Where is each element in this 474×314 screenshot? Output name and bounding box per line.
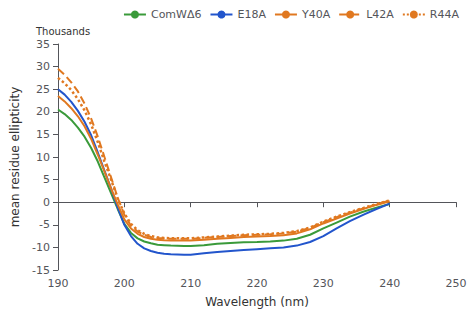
svg-text:250: 250 <box>446 277 467 290</box>
svg-text:35: 35 <box>36 38 50 51</box>
svg-text:-5: -5 <box>39 218 50 231</box>
svg-text:R44A: R44A <box>430 8 460 21</box>
svg-text:-15: -15 <box>32 264 50 277</box>
svg-text:0: 0 <box>43 196 50 209</box>
svg-text:E18A: E18A <box>237 8 266 21</box>
svg-text:210: 210 <box>180 277 201 290</box>
svg-text:10: 10 <box>36 151 50 164</box>
svg-text:L42A: L42A <box>366 8 394 21</box>
svg-text:-10: -10 <box>32 241 50 254</box>
svg-text:190: 190 <box>48 277 69 290</box>
svg-text:Y40A: Y40A <box>301 8 331 21</box>
svg-text:240: 240 <box>379 277 400 290</box>
svg-text:15: 15 <box>36 128 50 141</box>
svg-text:30: 30 <box>36 60 50 73</box>
svg-text:mean residue ellipticity: mean residue ellipticity <box>8 87 22 228</box>
svg-text:Thousands: Thousands <box>35 26 90 37</box>
svg-text:200: 200 <box>114 277 135 290</box>
svg-text:25: 25 <box>36 83 50 96</box>
svg-text:20: 20 <box>36 105 50 118</box>
svg-text:Wavelength (nm): Wavelength (nm) <box>205 295 309 309</box>
svg-text:ComWΔ6: ComWΔ6 <box>151 8 202 21</box>
svg-text:220: 220 <box>247 277 268 290</box>
svg-text:5: 5 <box>43 173 50 186</box>
svg-text:230: 230 <box>313 277 334 290</box>
